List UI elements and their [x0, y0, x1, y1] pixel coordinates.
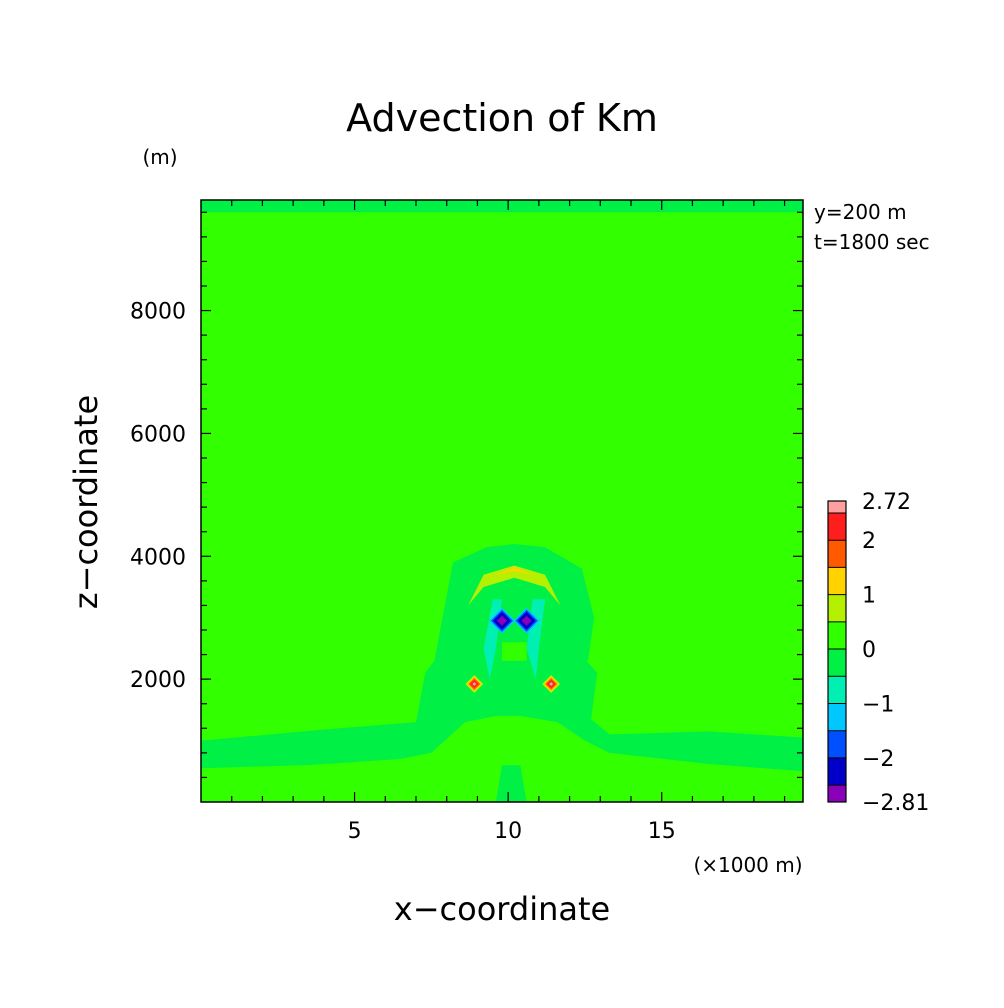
- chart-title: Advection of Km: [346, 96, 658, 140]
- x-tick-label: 15: [648, 819, 676, 844]
- colorbar-label: 2.72: [862, 490, 911, 515]
- annotation-y: y=200 m: [814, 200, 907, 224]
- extremum-ring: [524, 618, 530, 624]
- extremum-ring: [472, 682, 477, 687]
- contour-warm-arc-core: [492, 567, 536, 576]
- colorbar-swatch: [828, 649, 846, 677]
- annotation-t: t=1800 sec: [814, 230, 930, 254]
- maximum-2: [465, 675, 484, 694]
- colorbar: 2.72 2 1 0 −1 −2 −2.81: [827, 490, 929, 816]
- contour-lower-plume: [201, 599, 803, 772]
- colorbar-swatch: [828, 567, 846, 595]
- x-tick-label: 10: [494, 819, 522, 844]
- colorbar-swatch: [828, 621, 846, 650]
- y-axis-label: z−coordinate: [67, 395, 105, 609]
- x-tick-label: 5: [348, 819, 362, 844]
- colorbar-swatch: [828, 730, 846, 758]
- contour-small-pos-center: [502, 642, 527, 661]
- y-unit-label: (m): [142, 145, 177, 169]
- extrema-group: [465, 607, 561, 694]
- extremum-ring: [499, 618, 505, 624]
- colorbar-label: −2: [862, 747, 894, 772]
- x-unit-label: (×1000 m): [693, 853, 802, 877]
- y-tick-label: 8000: [130, 300, 186, 325]
- maximum-3: [542, 675, 561, 694]
- contour-top-band: [201, 200, 803, 213]
- colorbar-swatch: [828, 501, 846, 513]
- contour-upper-cap: [434, 544, 595, 661]
- minimum-0: [489, 607, 515, 634]
- colorbar-label: −1: [862, 692, 894, 717]
- colorbar-label: 0: [862, 638, 876, 663]
- extremum-ring: [549, 682, 554, 687]
- colorbar-label: 1: [862, 584, 876, 609]
- colorbar-swatch: [828, 703, 846, 731]
- plot-area: [201, 200, 803, 802]
- y-tick-label: 2000: [130, 668, 186, 693]
- colorbar-swatch: [828, 594, 846, 622]
- minimum-1: [513, 607, 540, 634]
- colorbar-swatch: [828, 785, 846, 802]
- contour-bottom-neck: [495, 765, 527, 802]
- colorbar-swatch: [828, 540, 846, 568]
- plot-frame: [200, 199, 804, 803]
- colorbar-frame: [827, 500, 847, 803]
- colorbar-swatch: [828, 757, 846, 786]
- colorbar-label: 2: [862, 529, 876, 554]
- x-axis-label: x−coordinate: [394, 890, 610, 928]
- contour-warm-arc: [468, 565, 561, 606]
- colorbar-swatch: [828, 512, 846, 541]
- y-tick-label: 6000: [130, 422, 186, 447]
- colorbar-swatch: [828, 676, 846, 704]
- axes: 5 10 15 2000 4000 6000 8000: [130, 200, 803, 844]
- colorbar-label: −2.81: [862, 791, 929, 816]
- y-tick-label: 4000: [130, 545, 186, 570]
